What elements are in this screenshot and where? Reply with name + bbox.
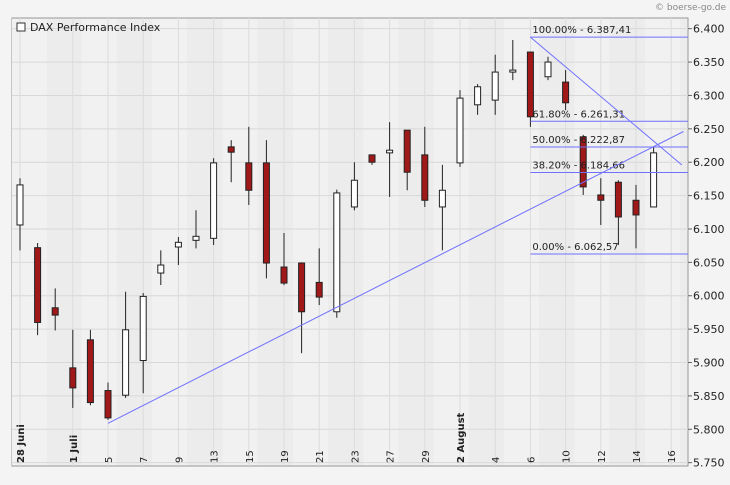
- x-tick-label: 19: [280, 450, 291, 463]
- candle-body: [34, 247, 42, 323]
- candle-body: [474, 86, 482, 106]
- candle-body: [562, 81, 570, 104]
- x-tick-label: 7: [139, 457, 150, 463]
- y-tick-label: 6.400: [693, 23, 725, 36]
- candle-body: [597, 194, 605, 201]
- x-tick-label: 13: [210, 450, 221, 463]
- x-tick-label: 2 August: [456, 412, 467, 463]
- candle-body: [386, 149, 394, 154]
- band: [81, 19, 117, 465]
- y-tick-label: 5.850: [693, 390, 725, 403]
- candle-body: [280, 266, 288, 284]
- x-tick-label: 14: [632, 450, 643, 463]
- y-tick-label: 6.100: [693, 223, 725, 236]
- candle-body: [245, 162, 253, 191]
- candle-body: [614, 181, 622, 218]
- candle-body: [632, 199, 640, 216]
- candle-body: [350, 179, 358, 208]
- band: [222, 19, 258, 465]
- band: [12, 19, 48, 465]
- band: [433, 19, 469, 465]
- trend-line: [530, 36, 683, 166]
- y-tick-label: 5.750: [693, 457, 725, 470]
- fib-label: 50.00% - 6.222,87: [532, 135, 625, 146]
- candle-body: [86, 339, 94, 404]
- band: [363, 19, 399, 465]
- fib-label: 38.20% - 6.184,66: [532, 160, 625, 171]
- candle-body: [210, 162, 218, 239]
- fib-label: 100.00% - 6.387,41: [532, 25, 631, 36]
- x-tick-label: 6: [526, 457, 537, 463]
- x-tick-label: 21: [315, 450, 326, 463]
- candle-body: [139, 295, 147, 362]
- y-tick-label: 6.050: [693, 256, 725, 269]
- y-tick-label: 6.150: [693, 190, 725, 203]
- candle-body: [491, 71, 499, 101]
- y-tick-label: 6.000: [693, 290, 725, 303]
- y-tick-label: 6.200: [693, 156, 725, 169]
- x-tick-label: 27: [386, 450, 397, 463]
- x-tick-label: 5: [104, 457, 115, 463]
- x-tick-label: 4: [491, 457, 502, 463]
- candle-body: [69, 367, 77, 389]
- x-tick-label: 29: [421, 450, 432, 463]
- candle-body: [192, 235, 200, 241]
- candle-body: [157, 264, 165, 274]
- band: [574, 19, 610, 465]
- fib-label: 61.80% - 6.261,31: [532, 109, 625, 120]
- x-tick-label: 15: [245, 450, 256, 463]
- candle-body: [421, 154, 429, 201]
- y-tick-label: 6.350: [693, 56, 725, 69]
- x-tick-label: 12: [597, 450, 608, 463]
- candle-body: [122, 329, 130, 396]
- candle-body: [51, 307, 59, 316]
- candle-body: [315, 281, 323, 298]
- candle-body: [456, 97, 464, 164]
- y-tick-label: 6.250: [693, 123, 725, 136]
- candle-body: [262, 162, 270, 264]
- candle-body: [509, 69, 517, 73]
- x-tick-label: 9: [174, 457, 185, 463]
- band: [644, 19, 680, 465]
- candle-body: [544, 61, 552, 78]
- band: [292, 19, 328, 465]
- candle-body: [650, 152, 658, 208]
- candle-body: [403, 129, 411, 173]
- y-tick-label: 5.900: [693, 357, 725, 370]
- y-tick-label: 5.950: [693, 323, 725, 336]
- candle-body: [227, 146, 235, 153]
- x-tick-label: 10: [562, 450, 573, 463]
- candle-body: [174, 241, 182, 248]
- x-tick-label: 23: [350, 450, 361, 463]
- y-tick-label: 5.800: [693, 423, 725, 436]
- trend-line: [107, 131, 684, 424]
- candle-body: [298, 262, 306, 313]
- x-tick-label: 16: [667, 450, 678, 463]
- candle-body: [333, 192, 341, 313]
- legend-box: [16, 22, 26, 32]
- x-tick-label: 1 Juli: [69, 435, 80, 463]
- source: © boerse-go.de: [655, 3, 726, 13]
- candle-body: [104, 390, 112, 419]
- y-tick-label: 6.300: [693, 89, 725, 102]
- x-tick-label: 28 Juni: [16, 424, 27, 463]
- candle-body: [438, 189, 446, 208]
- candle-body: [579, 136, 587, 188]
- chart-title: DAX Performance Index: [30, 21, 161, 34]
- candle-body: [526, 51, 534, 118]
- candle-body: [16, 184, 24, 226]
- fib-label: 0.00% - 6.062,57: [532, 242, 618, 253]
- candle-body: [368, 154, 376, 163]
- marks: 100.00% - 6.387,41 61.80% - 6.261,31 50.00…: [16, 25, 688, 424]
